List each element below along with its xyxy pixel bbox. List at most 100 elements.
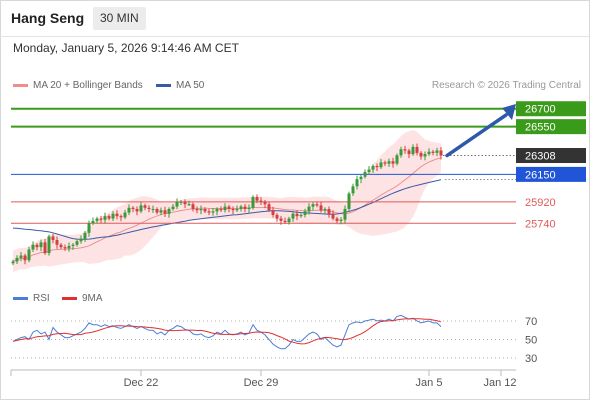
level-label-25740: 25740 [525,218,556,230]
candle-body [107,216,111,219]
candle-body [139,205,143,212]
candle-body [431,151,435,153]
candle-body [163,210,167,214]
credit-label: Research © 2026 Trading Central [431,80,581,91]
candle-body [47,236,51,254]
legend-ma50: MA 50 [156,80,204,91]
candle-body [235,208,239,211]
candle-body [251,197,255,208]
candle-body [219,208,223,211]
candle-body [271,210,275,215]
candle-body [215,208,219,212]
level-tag-26550 [516,119,586,135]
candle-body [159,210,163,213]
candle-body [199,208,203,211]
candle-body [39,242,43,248]
candle-body [35,244,39,248]
candle-body [123,212,127,218]
candle-body [99,218,103,220]
candle-body [223,206,227,211]
candle-body [95,218,99,221]
ma50-swatch [156,83,171,87]
candle-body [63,247,67,249]
candle-body [187,204,191,206]
candle-body [167,208,171,214]
candle-body [23,255,27,261]
level-label-26150: 26150 [525,169,556,181]
rsi-tick-30: 30 [525,353,537,365]
candle-body [315,204,319,206]
candle-body [143,205,147,208]
candles-group [11,143,443,266]
candle-body [155,208,159,213]
candle-body [323,208,327,211]
candle-body [135,208,139,212]
candle-body [435,150,439,153]
candle-body [211,211,215,213]
candle-body [119,216,123,218]
candle-body [411,146,415,155]
candle-body [311,204,315,207]
candle-body [299,214,303,217]
candle-body [387,161,391,164]
ma20-swatch [13,83,28,87]
candle-body [87,223,91,233]
candle-body [351,186,355,194]
candle-body [295,213,299,217]
candle-body [239,206,243,209]
legend-9ma: 9MA [62,293,103,304]
candle-body [115,213,119,217]
current-price-label: 26308 [525,151,556,163]
candle-body [111,213,115,219]
rsi-9ma-line [12,318,442,345]
candle-body [79,238,83,242]
candle-body [127,207,131,213]
candle-body [227,206,231,209]
candle-body [335,218,339,221]
x-tick-label: Jan 5 [416,377,443,389]
candle-body [59,244,63,248]
candle-body [259,200,263,202]
candle-body [415,146,419,153]
candle-body [131,207,135,209]
legend-rsi-label: RSI [33,293,50,304]
candle-body [283,220,287,223]
rsi-swatch [13,296,28,300]
header-bar: Hang Seng 30 MIN [0,0,590,37]
legend-ma20-bollinger: MA 20 + Bollinger Bands [13,80,143,91]
candle-body [243,206,247,209]
candle-body [327,208,331,214]
rsi-tick-70: 70 [525,316,537,328]
candle-body [379,162,383,168]
bollinger-band-area [13,130,441,273]
candle-body [255,197,259,201]
timeframe-button[interactable]: 30 MIN [93,7,146,30]
instrument-title: Hang Seng [11,10,85,26]
rsi-line [12,314,442,350]
candle-body [343,208,347,220]
candle-body [195,208,199,211]
x-tick-label: Dec 29 [244,377,279,389]
rsi-tick-50: 50 [525,335,537,347]
candle-body [67,245,71,249]
candle-body [287,218,291,223]
candle-body [267,204,271,211]
candle-body [439,150,443,156]
candle-body [11,261,15,264]
candle-body [359,176,363,180]
candle-body [407,150,411,155]
candle-body [207,211,211,213]
candle-body [423,154,427,157]
candle-body [43,242,47,254]
forecast-arrow-shaft [445,113,508,158]
candle-body [403,149,407,151]
candle-body [371,166,375,170]
legend-ma20-label: MA 20 + Bollinger Bands [33,80,143,91]
candle-body [339,219,343,221]
level-label-25920: 25920 [525,197,556,209]
candle-body [363,171,367,177]
candle-body [179,201,183,203]
level-tag-26700 [516,101,586,117]
legend-9ma-label: 9MA [82,293,103,304]
